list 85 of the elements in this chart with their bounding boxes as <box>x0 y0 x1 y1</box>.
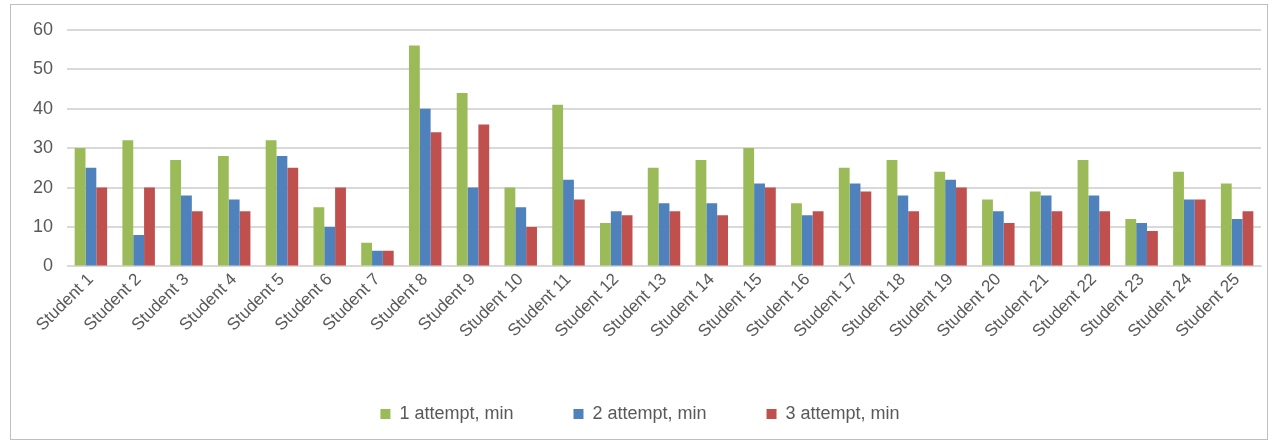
bar <box>1088 195 1100 266</box>
y-tick-label: 60 <box>32 18 54 39</box>
bar <box>955 187 967 266</box>
bar <box>600 223 611 266</box>
bar <box>276 156 288 266</box>
y-tick-label: 0 <box>43 255 54 276</box>
bar <box>897 195 909 266</box>
bar <box>838 167 850 266</box>
bar <box>1173 171 1184 266</box>
bar <box>467 187 479 266</box>
bar <box>934 171 946 266</box>
bar <box>265 140 277 266</box>
bar <box>1194 199 1206 266</box>
bar <box>658 203 670 266</box>
bar <box>573 199 585 266</box>
bar <box>563 179 574 266</box>
legend-label: 2 attempt, min <box>592 402 707 423</box>
bar <box>515 207 527 266</box>
bar <box>456 92 468 266</box>
bar <box>945 179 956 266</box>
bar <box>324 226 336 266</box>
y-tick-label: 30 <box>32 137 54 158</box>
bar <box>669 211 681 266</box>
bar <box>313 207 325 266</box>
bar <box>647 167 659 266</box>
bar <box>1125 219 1137 266</box>
legend-label: 1 attempt, min <box>399 402 514 423</box>
bar <box>717 215 729 266</box>
bar <box>1099 211 1111 266</box>
bar <box>144 187 155 266</box>
bar <box>408 45 420 266</box>
bar <box>361 242 373 266</box>
bar <box>695 159 707 266</box>
bar <box>743 148 755 266</box>
bar <box>1040 195 1052 266</box>
bar <box>1183 199 1195 266</box>
bar <box>791 203 802 266</box>
bar <box>191 211 203 266</box>
bar <box>526 226 537 266</box>
bar <box>504 187 516 266</box>
bar <box>1136 223 1148 266</box>
bar <box>96 187 108 266</box>
bar <box>552 104 564 266</box>
bar <box>382 250 394 266</box>
bar <box>849 183 861 266</box>
bar <box>801 215 813 266</box>
bar <box>992 211 1004 266</box>
y-tick-label: 10 <box>32 215 54 236</box>
bar <box>239 211 251 266</box>
y-tick-label: 50 <box>32 58 54 79</box>
bar <box>982 199 993 266</box>
bar <box>335 187 346 266</box>
bar <box>122 140 134 266</box>
bar <box>1242 211 1254 266</box>
bar <box>754 183 765 266</box>
bar <box>181 195 192 266</box>
y-tick-label: 40 <box>32 97 54 118</box>
bar <box>85 167 97 266</box>
bar <box>1147 230 1158 266</box>
bar <box>1029 191 1041 266</box>
bar <box>217 156 229 266</box>
bar <box>74 148 86 266</box>
bar <box>764 187 776 266</box>
bar <box>860 191 872 266</box>
bar <box>1077 159 1089 266</box>
legend-label: 3 attempt, min <box>785 402 900 423</box>
bar <box>886 159 898 266</box>
bar <box>1003 223 1015 266</box>
bar <box>287 167 299 266</box>
bar <box>170 159 182 266</box>
bar <box>908 211 920 266</box>
bar <box>133 234 145 266</box>
bar <box>621 215 633 266</box>
bar <box>430 132 442 266</box>
bar <box>1051 211 1063 266</box>
bar <box>372 250 383 266</box>
y-tick-label: 20 <box>32 176 54 197</box>
bar <box>228 199 240 266</box>
bar <box>478 124 490 266</box>
bar <box>1220 183 1232 266</box>
bar <box>1231 219 1243 266</box>
bar <box>419 108 431 266</box>
bar <box>812 211 824 266</box>
bar <box>706 203 718 266</box>
bar <box>610 211 622 266</box>
